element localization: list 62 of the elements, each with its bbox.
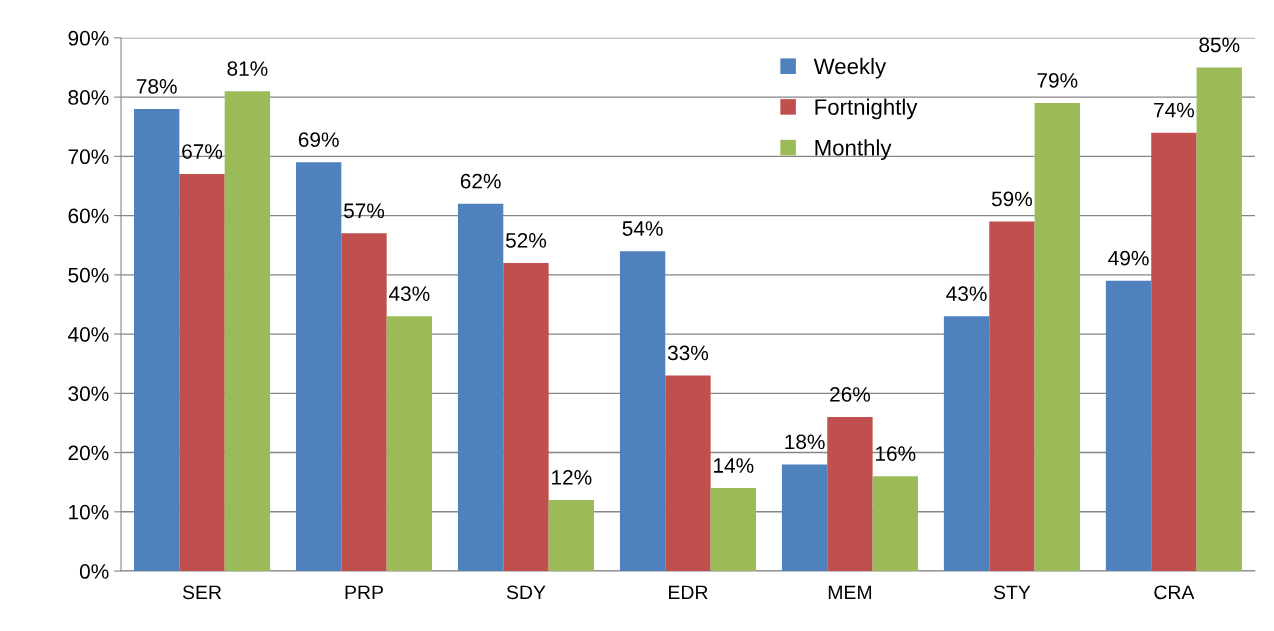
y-tick-label: 40% [68,327,109,342]
data-label: 49% [1108,250,1149,266]
data-label: 57% [343,203,385,219]
x-tick-label: MEM [828,585,872,600]
bar [989,221,1035,572]
x-tick-label: SER [182,585,222,600]
bar [179,174,225,572]
y-tick-label: 70% [68,149,109,165]
bar [224,91,271,572]
data-label: 14% [714,458,754,473]
y-tick-label: 20% [68,445,109,461]
bar [386,316,433,572]
bar [1151,132,1197,572]
data-label: 43% [946,286,987,302]
bar [548,499,595,572]
data-label: 59% [991,191,1033,207]
data-label: 81% [227,61,268,76]
bar [872,476,918,572]
data-label: 85% [1199,37,1240,53]
bar [619,251,666,572]
data-label: 26% [830,387,871,402]
bar [457,203,504,572]
y-tick-label: 60% [68,208,109,224]
bar [133,108,180,572]
data-label: 52% [505,233,547,248]
data-label: 54% [622,221,663,236]
y-tick-label: 30% [68,386,109,402]
bar [665,375,711,572]
data-label: 62% [460,173,501,189]
y-tick-label: 50% [68,267,109,283]
data-label: 74% [1154,102,1195,118]
data-label: 69% [298,132,339,148]
bar [827,417,873,572]
y-tick-label: 90% [68,30,109,46]
bar [943,316,990,572]
x-tick-label: CRA [1154,585,1195,600]
bar [295,162,342,572]
bar [781,464,828,572]
x-tick-label: PRP [345,585,383,600]
bar [503,262,549,572]
bar [1105,280,1152,572]
legend-label: Weekly [813,57,887,79]
data-label: 78% [136,78,177,94]
legend-label: Fortnightly [815,98,918,120]
data-label: 16% [876,446,916,462]
bar [341,233,387,572]
data-label: 33% [667,345,709,361]
y-tick-label: 0% [79,564,109,579]
y-tick-label: 10% [69,504,109,520]
data-label: 18% [785,434,825,450]
data-label: 12% [552,469,592,485]
x-tick-label: STY [993,585,1031,600]
y-tick-label: 80% [68,90,109,105]
data-label: 67% [182,144,223,159]
bar [1196,67,1242,572]
x-tick-label: SDY [506,585,546,600]
data-label: 79% [1037,73,1078,88]
x-tick-label: EDR [669,585,708,600]
bar [710,488,756,572]
data-label: 43% [388,286,430,302]
legend-label: Monthly [815,139,892,161]
bar [1034,103,1080,572]
